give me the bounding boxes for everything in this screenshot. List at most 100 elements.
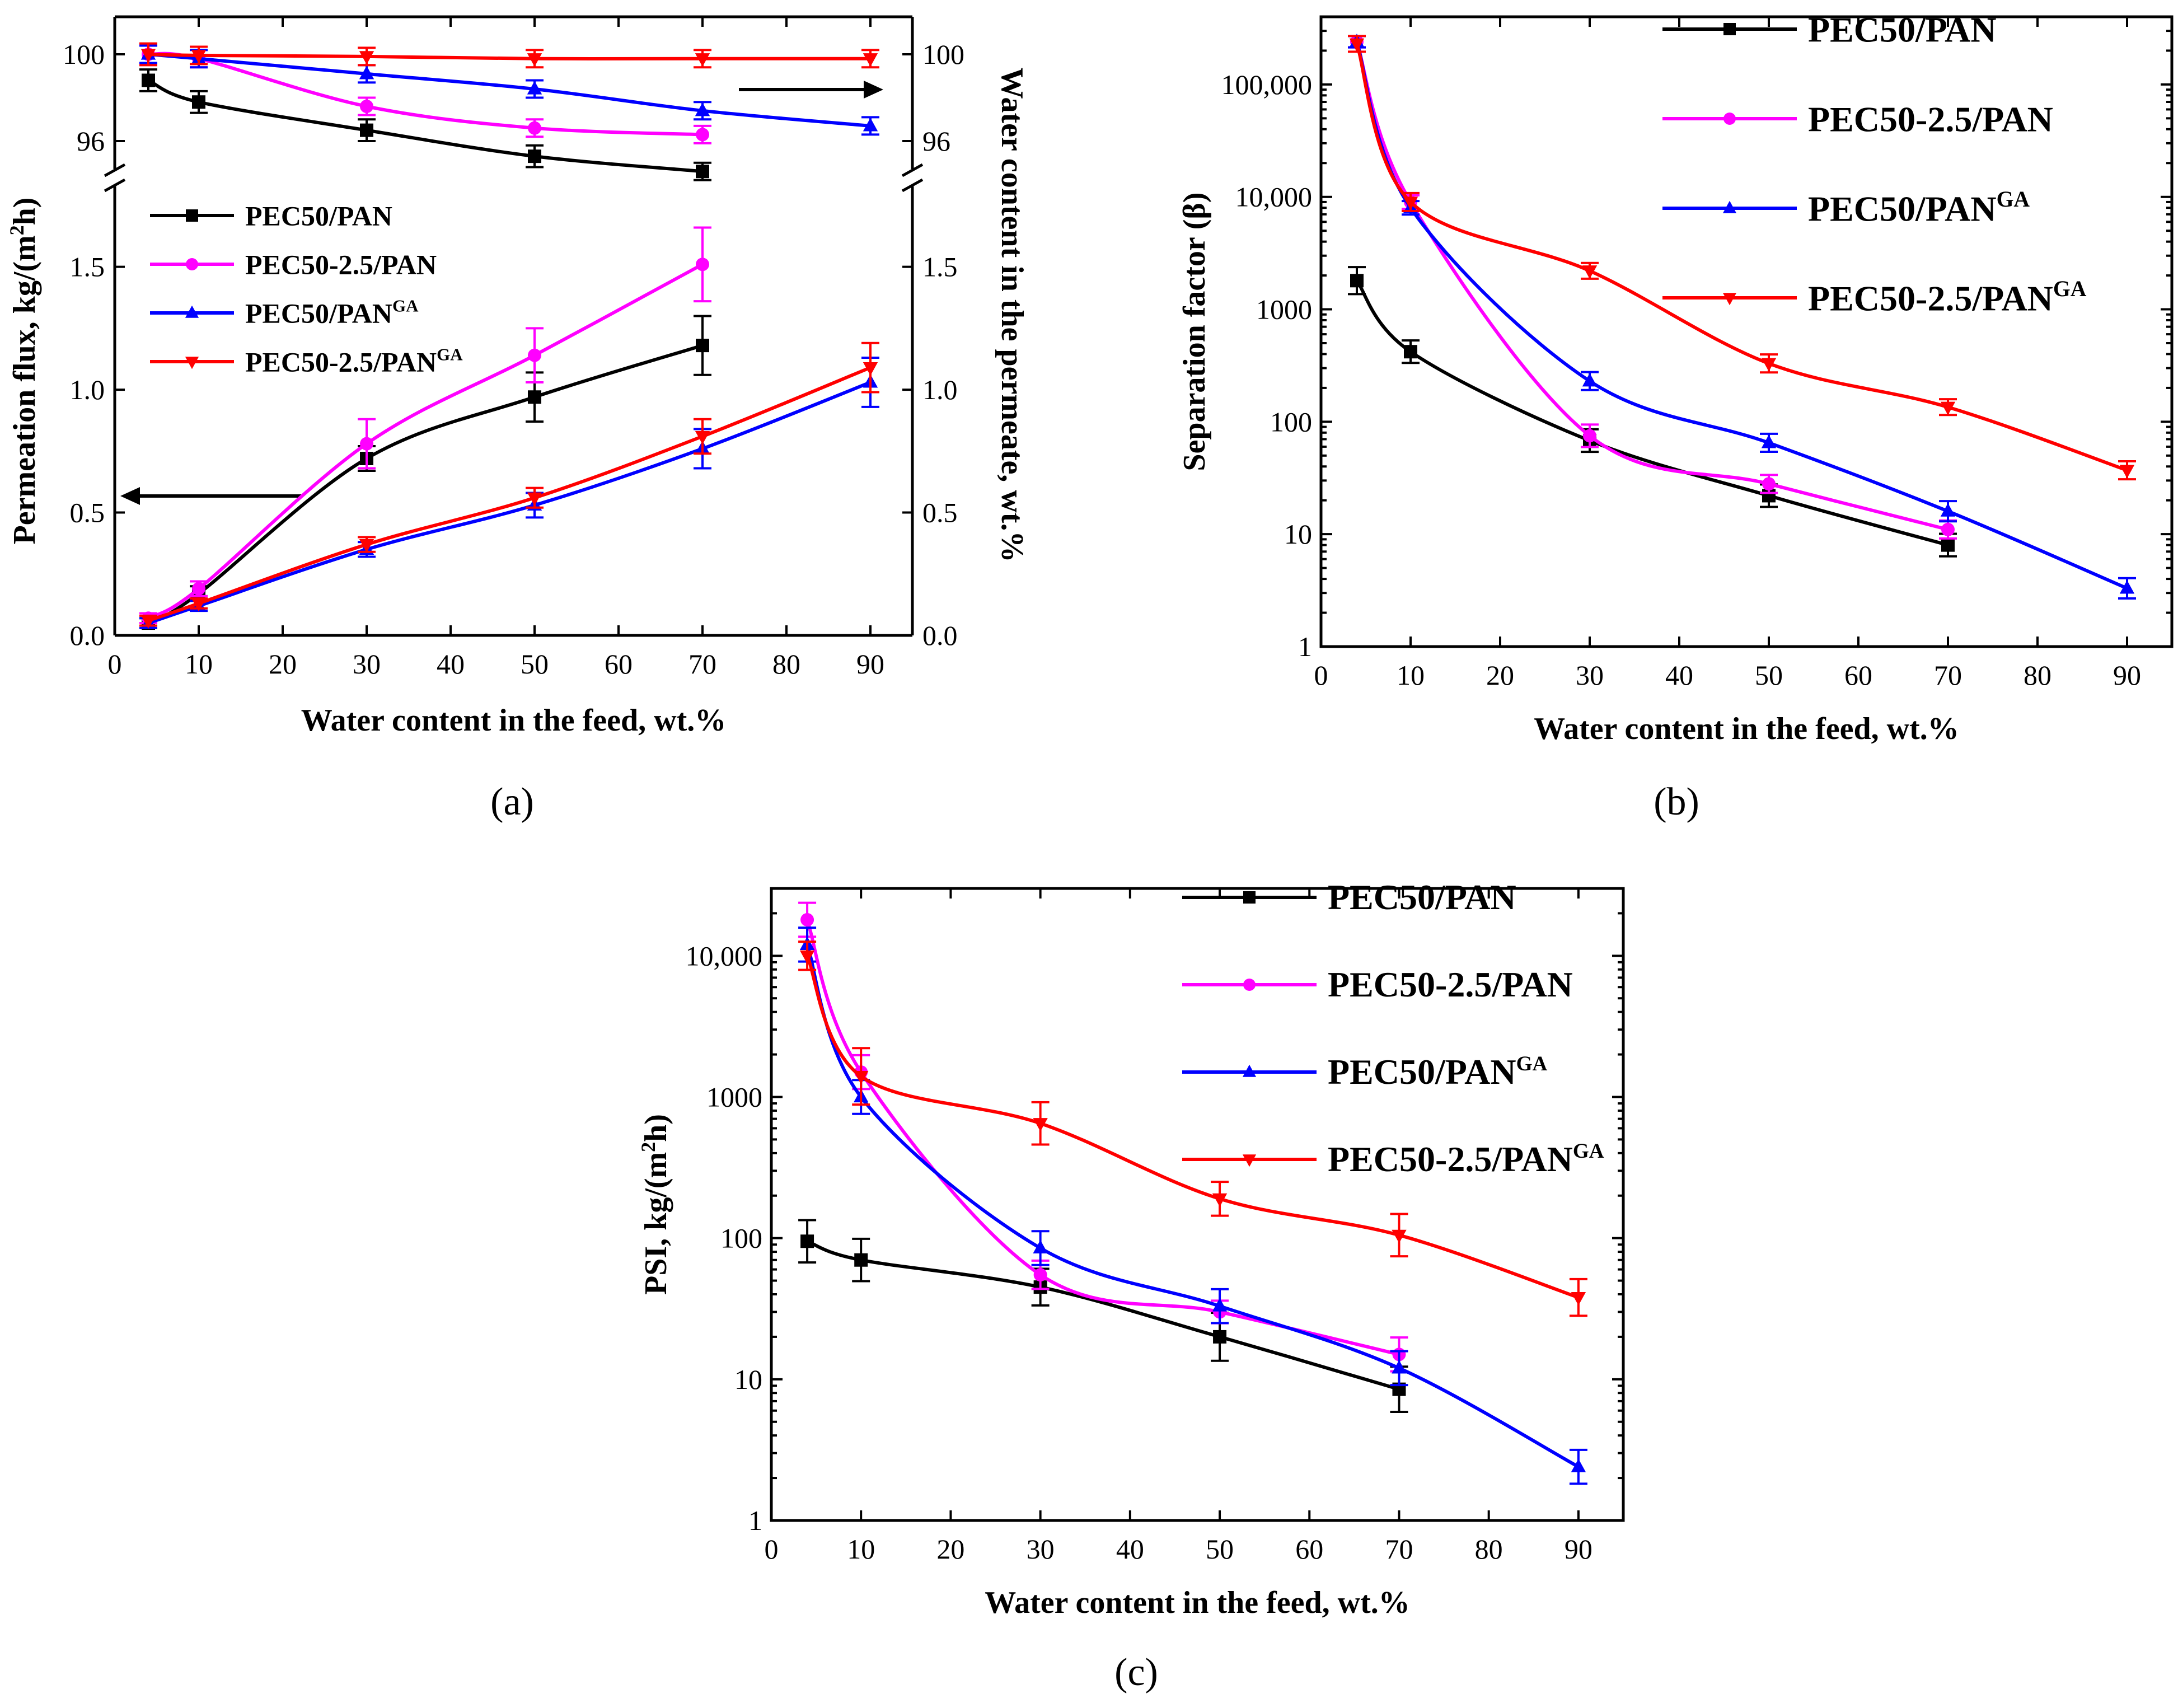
c-x-axis-title: Water content in the feed, wt.% — [985, 1585, 1410, 1620]
a-y-axis-title-left: Permeation flux, kg/(m2h) — [6, 198, 42, 545]
a-flux-tick-label-right-1.5: 1.5 — [922, 251, 958, 283]
b-legend-marker-4 — [1722, 293, 1737, 306]
a-x-tick-label-10: 10 — [185, 648, 213, 680]
c-x-tick-label-50: 50 — [1206, 1533, 1234, 1565]
a-y-title-superscript: 2 — [6, 225, 28, 235]
a-legend-superscript-4: GA — [437, 345, 463, 364]
a-x-tick-label-30: 30 — [353, 648, 381, 680]
a-x-tick-label-20: 20 — [269, 648, 297, 680]
c-x-tick-label-60: 60 — [1295, 1533, 1323, 1565]
c-point-pec50-2-5-pan-ga-30 — [1033, 1118, 1048, 1132]
b-x-tick-label-60: 60 — [1844, 659, 1872, 691]
a-legend-item-2: PEC50-2.5/PAN — [150, 249, 437, 280]
b-legend-item-3: PEC50/PANGA — [1662, 187, 2030, 229]
a-permeate-point-pec50-pan-ga-50 — [527, 81, 542, 95]
a-arrow-left-head — [120, 487, 140, 505]
b-x-tick-label-40: 40 — [1665, 659, 1693, 691]
c-x-tick-label-80: 80 — [1475, 1533, 1503, 1565]
a-flux-tick-label-1.5: 1.5 — [70, 251, 105, 283]
c-line-pec50-pan — [807, 1239, 1400, 1391]
c-legend-item-2: PEC50-2.5/PAN — [1182, 965, 1573, 1004]
a-permeate-point-pec50-pan-ga-90 — [863, 118, 878, 132]
b-x-tick-label-50: 50 — [1755, 659, 1783, 691]
a-permeate-point-pec50-2-5-pan-ga-90 — [863, 53, 878, 67]
a-flux-line-pec50-pan-ga — [148, 381, 872, 625]
c-series-pec50-pan — [798, 1219, 1408, 1413]
b-legend-superscript-4: GA — [2053, 277, 2087, 301]
a-flux-point-pec50-2-5-pan-ga-30 — [359, 539, 374, 553]
a-permeate-tick-label-right-96: 96 — [922, 125, 950, 157]
c-series-pec50-2-5-pan — [798, 901, 1408, 1373]
a-flux-point-pec50-2-5-pan-ga-70 — [695, 430, 710, 444]
b-point-pec50-2-5-pan-ga-30 — [1582, 265, 1598, 279]
a-permeate-point-pec50-2-5-pan-ga-4 — [140, 49, 156, 63]
a-permeate-point-pec50-2-5-pan-ga-70 — [695, 53, 710, 67]
b-x-tick-label-20: 20 — [1486, 659, 1514, 691]
b-y-axis-title: Separation factor (β) — [1177, 192, 1212, 471]
c-point-pec50-pan-ga-30 — [1033, 1240, 1048, 1254]
a-flux-point-pec50-2-5-pan-30 — [360, 437, 373, 451]
c-series-pec50-2-5-pan-ga — [798, 940, 1587, 1317]
b-y-tick-label-100-000: 100,000 — [1221, 69, 1313, 100]
b-x-tick-label-90: 90 — [2113, 659, 2141, 691]
b-point-pec50-2-5-pan-70 — [1941, 522, 1955, 536]
b-legend-label-2: PEC50-2.5/PAN — [1808, 99, 2053, 139]
c-y-tick-label-1000: 1000 — [706, 1081, 762, 1112]
a-flux-tick-label-right-0.0: 0.0 — [922, 620, 958, 651]
c-point-pec50-pan-10 — [854, 1253, 868, 1267]
c-point-pec50-2-5-pan-4 — [800, 913, 814, 926]
a-flux-point-pec50-pan-50 — [528, 390, 541, 404]
c-x-tick-label-40: 40 — [1116, 1533, 1144, 1565]
c-x-tick-label-30: 30 — [1027, 1533, 1055, 1565]
c-legend-label-2: PEC50-2.5/PAN — [1328, 965, 1573, 1004]
c-legend-label-3: PEC50/PANGA — [1328, 1052, 1547, 1092]
c-x-tick-label-20: 20 — [936, 1533, 964, 1565]
a-legend-item-4: PEC50-2.5/PANGA — [150, 345, 463, 378]
c-point-pec50-pan-ga-70 — [1392, 1360, 1407, 1374]
a-break-mark-1-1 — [104, 163, 126, 177]
a-legend-marker-1 — [186, 209, 198, 222]
a-arrow-right-head — [864, 81, 883, 99]
a-break-mark-1-2 — [104, 178, 126, 193]
c-y-tick-label-1: 1 — [748, 1505, 762, 1536]
a-x-tick-label-40: 40 — [437, 648, 465, 680]
a-x-tick-label-80: 80 — [772, 648, 800, 680]
b-x-tick-label-80: 80 — [2024, 659, 2051, 691]
a-permeate-point-pec50-pan-50 — [528, 149, 541, 163]
b-point-pec50-2-5-pan-ga-90 — [2119, 465, 2135, 479]
c-legend-superscript-4: GA — [1573, 1140, 1604, 1163]
a-flux-point-pec50-2-5-pan-ga-90 — [863, 362, 878, 376]
a-permeate-point-pec50-pan-ga-70 — [695, 102, 710, 116]
a-flux-point-pec50-2-5-pan-50 — [528, 348, 541, 362]
c-line-pec50-2-5-pan-ga — [805, 955, 1579, 1299]
b-x-tick-label-10: 10 — [1397, 659, 1425, 691]
b-point-pec50-2-5-pan-50 — [1762, 477, 1776, 491]
a-x-tick-label-0: 0 — [108, 648, 122, 680]
c-legend-label-4: PEC50-2.5/PANGA — [1328, 1139, 1604, 1179]
a-panel-label: (a) — [490, 780, 534, 823]
c-point-pec50-pan-4 — [800, 1234, 814, 1248]
b-y-tick-label-10: 10 — [1284, 518, 1312, 550]
b-panel-label: (b) — [1654, 780, 1699, 823]
a-x-tick-label-90: 90 — [856, 648, 884, 680]
a-flux-tick-label-right-1.0: 1.0 — [922, 374, 958, 405]
a-permeate-point-pec50-2-5-pan-ga-30 — [359, 51, 374, 65]
c-frame — [770, 887, 1625, 1522]
a-x-tick-label-60: 60 — [605, 648, 633, 680]
b-x-axis-title: Water content in the feed, wt.% — [1534, 712, 1959, 746]
c-point-pec50-2-5-pan-ga-50 — [1212, 1193, 1228, 1207]
b-y-tick-label-1: 1 — [1298, 631, 1312, 662]
a-permeate-point-pec50-2-5-pan-50 — [528, 121, 541, 135]
c-point-pec50-pan-ga-90 — [1571, 1458, 1586, 1472]
c-point-pec50-2-5-pan-ga-70 — [1392, 1229, 1407, 1243]
b-legend-item-4: PEC50-2.5/PANGA — [1662, 277, 2087, 319]
b-series-pec50-2-5-pan-ga — [1348, 35, 2136, 481]
b-x-tick-label-30: 30 — [1576, 659, 1604, 691]
b-frame — [1319, 15, 2174, 648]
a-flux-tick-label-right-0.5: 0.5 — [922, 497, 958, 528]
b-point-pec50-pan-70 — [1941, 538, 1955, 552]
b-legend-label-3: PEC50/PANGA — [1808, 187, 2030, 229]
a-flux-point-pec50-2-5-pan-ga-50 — [527, 492, 542, 506]
a-permeate-point-pec50-2-5-pan-ga-50 — [527, 53, 542, 67]
b-legend-label-4: PEC50-2.5/PANGA — [1808, 277, 2087, 319]
